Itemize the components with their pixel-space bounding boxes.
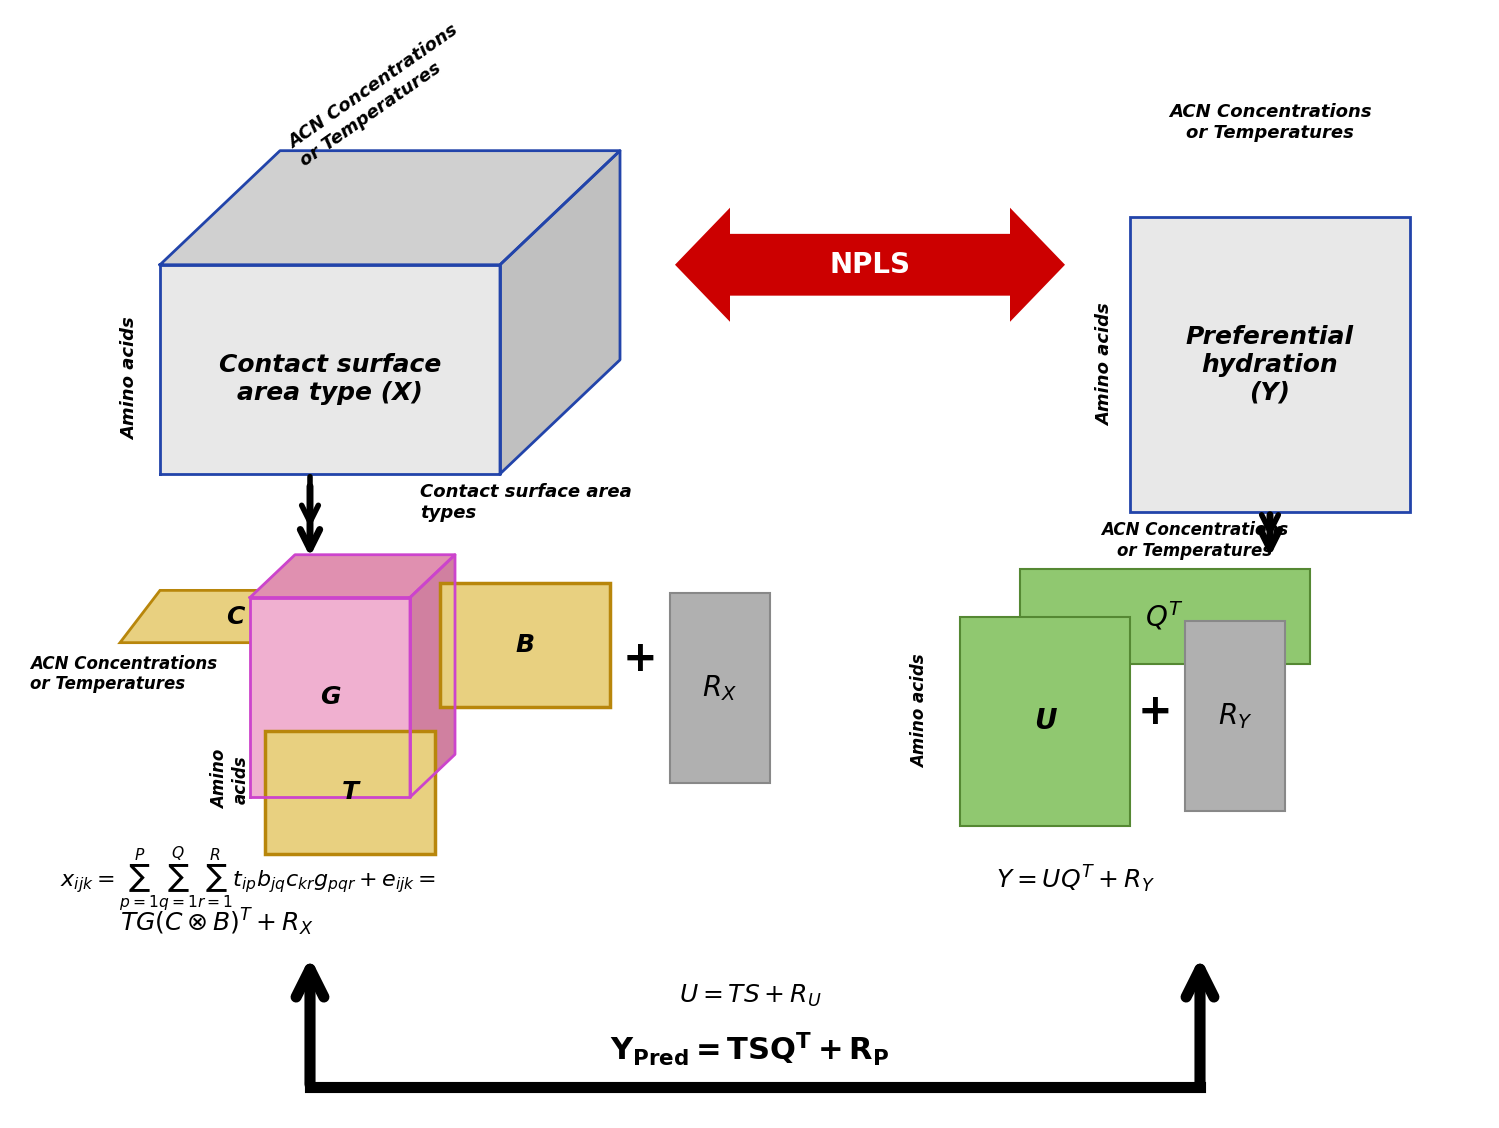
Polygon shape <box>250 555 456 598</box>
Text: ACN Concentrations
or Temperatures: ACN Concentrations or Temperatures <box>285 21 474 169</box>
FancyBboxPatch shape <box>1130 218 1411 512</box>
Text: Contact surface
area type (X): Contact surface area type (X) <box>219 353 441 405</box>
Text: $R_X$: $R_X$ <box>703 673 738 703</box>
FancyBboxPatch shape <box>959 617 1130 826</box>
Text: +: + <box>622 638 658 680</box>
Text: NPLS: NPLS <box>829 250 910 279</box>
Text: Amino acids: Amino acids <box>911 654 929 768</box>
Text: +: + <box>1138 690 1172 732</box>
Text: ACN Concentrations
or Temperatures: ACN Concentrations or Temperatures <box>30 654 217 694</box>
Text: $x_{ijk} = \sum_{p=1}^{P}\sum_{q=1}^{Q}\sum_{r=1}^{R} t_{ip}b_{jq}c_{kr}g_{pqr} : $x_{ijk} = \sum_{p=1}^{P}\sum_{q=1}^{Q}\… <box>60 845 436 915</box>
Text: $Q^T$: $Q^T$ <box>1145 600 1184 633</box>
Text: B: B <box>516 633 535 656</box>
Text: Contact surface area
types: Contact surface area types <box>420 483 631 522</box>
Text: $TG(C \otimes B)^T + R_X$: $TG(C \otimes B)^T + R_X$ <box>120 907 313 937</box>
Text: Amino acids: Amino acids <box>1096 303 1114 426</box>
Polygon shape <box>411 555 456 797</box>
FancyBboxPatch shape <box>265 731 435 854</box>
Text: $R_Y$: $R_Y$ <box>1217 702 1252 731</box>
FancyBboxPatch shape <box>1019 569 1310 664</box>
Polygon shape <box>250 598 411 797</box>
Polygon shape <box>501 151 621 474</box>
Text: T: T <box>342 781 358 804</box>
Text: $\mathbf{Y_{Pred} = TSQ^T + R_P}$: $\mathbf{Y_{Pred} = TSQ^T + R_P}$ <box>610 1030 890 1068</box>
Text: Amino acids: Amino acids <box>121 317 139 440</box>
Polygon shape <box>120 590 349 643</box>
Polygon shape <box>160 265 501 474</box>
Text: G: G <box>319 686 340 710</box>
FancyBboxPatch shape <box>1186 622 1285 811</box>
Text: ACN Concentrations
or Temperatures: ACN Concentrations or Temperatures <box>1102 521 1289 561</box>
Polygon shape <box>160 151 621 265</box>
Polygon shape <box>675 208 1064 321</box>
Text: $U = TS + R_U$: $U = TS + R_U$ <box>679 982 821 1008</box>
FancyBboxPatch shape <box>441 583 610 707</box>
Text: U: U <box>1034 707 1057 735</box>
Text: ACN Concentrations
or Temperatures: ACN Concentrations or Temperatures <box>1169 103 1372 142</box>
Text: Amino
acids: Amino acids <box>210 750 249 809</box>
FancyBboxPatch shape <box>670 592 770 783</box>
Text: $Y = UQ^T + R_Y$: $Y = UQ^T + R_Y$ <box>995 864 1154 896</box>
Text: C: C <box>226 605 244 628</box>
Text: Preferential
hydration
(Y): Preferential hydration (Y) <box>1186 325 1354 404</box>
